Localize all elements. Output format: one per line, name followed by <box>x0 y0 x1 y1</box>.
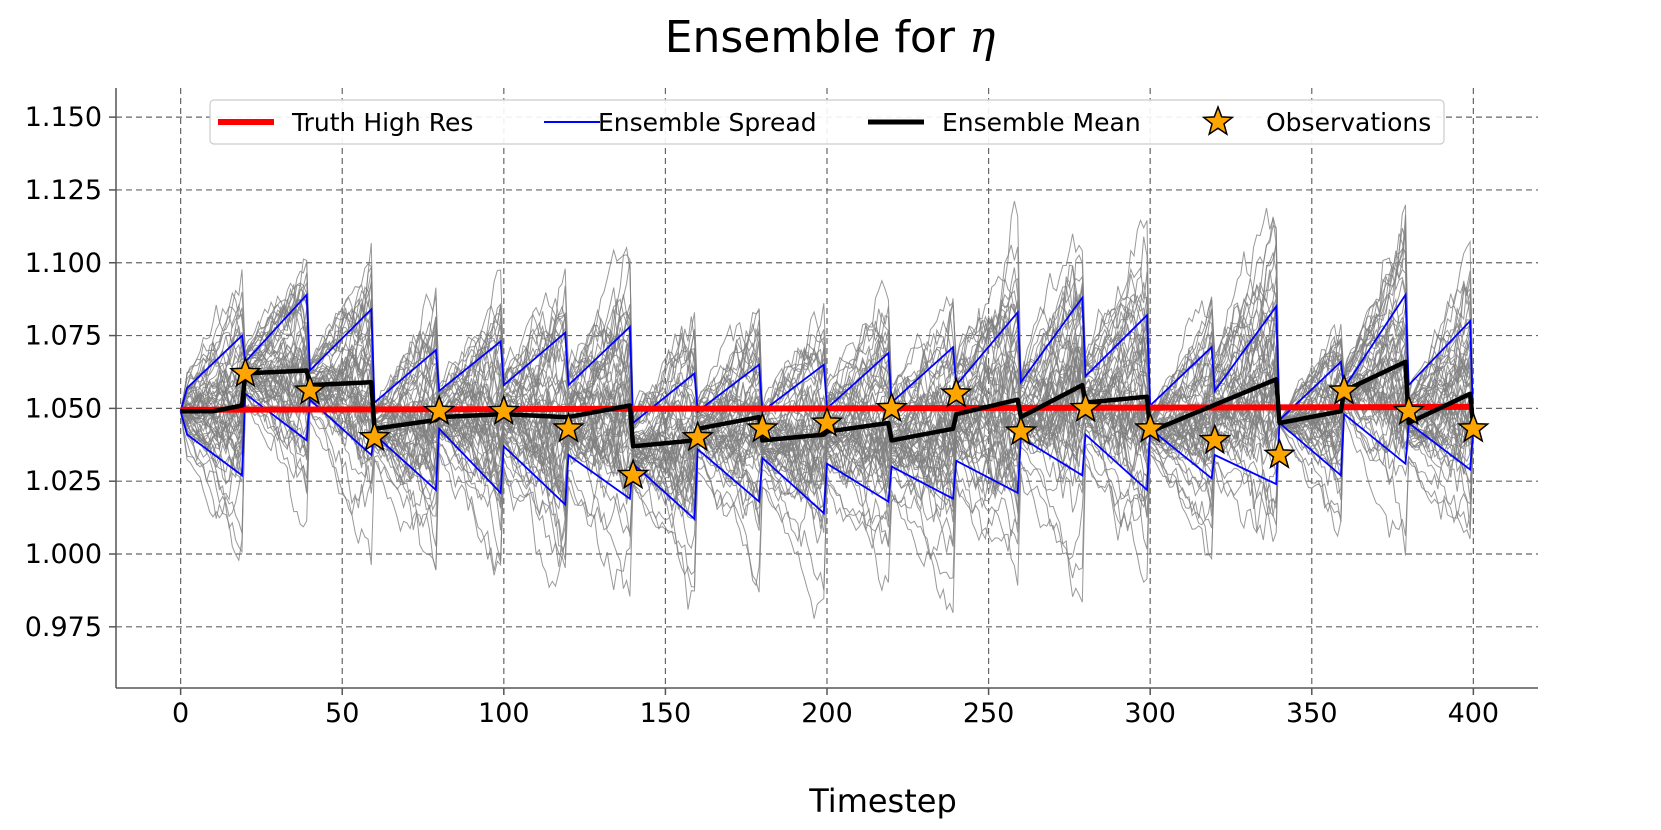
observation-marker <box>358 420 391 452</box>
x-tick-label: 300 <box>1124 698 1176 729</box>
observation-marker <box>1069 391 1102 423</box>
legend-label: Ensemble Spread <box>598 108 817 137</box>
y-tick-label: 1.025 <box>25 466 102 497</box>
tick-labels: 0 50 100 150 200 250 300 350 400 0.975 1.000 1.025 1… <box>25 102 1499 729</box>
observation-marker <box>552 411 585 443</box>
x-tick-label: 400 <box>1448 698 1500 729</box>
x-tick-label: 150 <box>640 698 692 729</box>
observation-marker <box>1457 411 1490 443</box>
ensemble-mean-line <box>180 359 1476 449</box>
y-tick-label: 1.100 <box>25 248 102 279</box>
observation-marker <box>293 373 327 405</box>
observation-marker <box>1133 411 1167 443</box>
observation-marker <box>1392 394 1426 426</box>
legend-swatch-observation <box>1201 104 1235 136</box>
y-tick-label: 1.050 <box>25 393 102 424</box>
y-tick-label: 1.000 <box>25 539 102 570</box>
observation-marker <box>1198 423 1232 455</box>
x-tick-label: 50 <box>325 698 359 729</box>
y-tick-label: 1.075 <box>25 321 102 352</box>
observation-marker <box>875 391 908 423</box>
x-tick-label: 250 <box>963 698 1015 729</box>
observation-marker <box>746 411 779 443</box>
observation-marker <box>681 420 715 452</box>
observation-marker <box>810 405 844 437</box>
legend-label: Observations <box>1266 108 1431 137</box>
ensemble-member-line <box>180 355 1474 481</box>
x-axis-label: Timestep <box>808 782 957 820</box>
y-tick-label: 1.125 <box>25 175 102 206</box>
ensemble-member-line <box>180 367 1474 494</box>
chart-title: Ensemble for η <box>665 12 996 63</box>
observation-marker <box>228 356 262 388</box>
ensemble-mean <box>180 359 1476 449</box>
axes <box>109 88 1538 695</box>
observation-marker <box>487 394 521 426</box>
observation-marker <box>1263 437 1296 469</box>
legend: Truth High Res Ensemble Spread Ensemble Me… <box>209 99 1445 145</box>
legend-box <box>209 99 1445 145</box>
observation-marker <box>616 458 650 490</box>
x-tick-label: 200 <box>801 698 853 729</box>
observations <box>228 356 1490 490</box>
y-tick-label: 0.975 <box>25 612 102 643</box>
ensemble-member-line <box>180 204 1474 429</box>
observation-marker <box>1327 373 1361 405</box>
legend-label: Ensemble Mean <box>942 108 1141 137</box>
x-tick-label: 350 <box>1286 698 1338 729</box>
observation-marker <box>422 394 456 426</box>
legend-label: Truth High Res <box>291 108 473 137</box>
x-tick-label: 0 <box>172 698 189 729</box>
spread-upper-line <box>179 291 1475 429</box>
observation-marker <box>939 376 973 408</box>
x-tick-label: 100 <box>478 698 530 729</box>
ensemble-member-line <box>180 360 1474 522</box>
ensemble-member-line <box>180 377 1474 508</box>
observation-marker <box>1004 414 1038 446</box>
ensemble-member-line <box>180 230 1474 429</box>
y-tick-label: 1.150 <box>25 102 102 133</box>
